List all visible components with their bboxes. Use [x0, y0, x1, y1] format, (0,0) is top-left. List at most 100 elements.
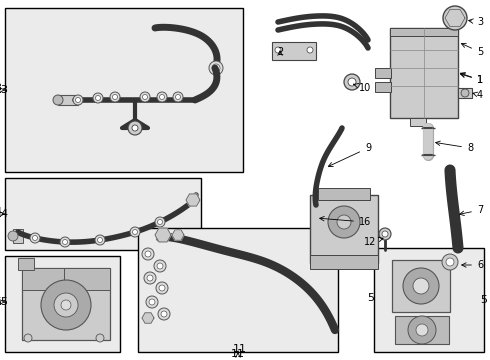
Circle shape: [212, 64, 220, 72]
Circle shape: [113, 94, 118, 99]
Circle shape: [307, 47, 313, 53]
Text: 1: 1: [461, 73, 483, 85]
Bar: [375, 68, 391, 78]
Bar: [390, 28, 458, 36]
Circle shape: [95, 235, 105, 245]
Circle shape: [158, 308, 170, 320]
Polygon shape: [172, 230, 184, 240]
Circle shape: [442, 254, 458, 270]
Circle shape: [461, 89, 469, 97]
Circle shape: [149, 299, 155, 305]
Text: 5: 5: [480, 295, 487, 305]
Circle shape: [413, 278, 429, 294]
Circle shape: [61, 300, 71, 310]
Circle shape: [159, 285, 165, 291]
Text: 15: 15: [0, 297, 9, 307]
Circle shape: [53, 95, 63, 105]
Polygon shape: [186, 194, 200, 206]
Circle shape: [173, 92, 183, 102]
Text: 5: 5: [462, 43, 483, 57]
Bar: [392, 260, 450, 312]
Polygon shape: [445, 9, 465, 27]
Circle shape: [344, 74, 360, 90]
Text: 7: 7: [460, 205, 483, 216]
Circle shape: [41, 280, 91, 330]
Circle shape: [143, 94, 147, 99]
Bar: [22, 268, 110, 340]
Bar: [18, 258, 34, 270]
Text: 16: 16: [319, 216, 371, 227]
Bar: [374, 248, 484, 352]
Circle shape: [446, 258, 454, 266]
Bar: [5, 256, 120, 352]
Circle shape: [160, 94, 165, 99]
Circle shape: [161, 311, 167, 317]
Bar: [310, 195, 378, 263]
Circle shape: [328, 206, 360, 238]
Bar: [390, 28, 458, 118]
Circle shape: [75, 98, 80, 103]
Text: 11: 11: [233, 344, 247, 354]
Text: 6: 6: [462, 260, 483, 270]
Text: 8: 8: [436, 141, 473, 153]
Circle shape: [379, 228, 391, 240]
Circle shape: [110, 92, 120, 102]
Text: 2: 2: [277, 47, 283, 57]
Circle shape: [209, 61, 223, 75]
Circle shape: [130, 227, 140, 237]
Circle shape: [449, 12, 461, 24]
Bar: [458, 88, 472, 98]
Circle shape: [157, 220, 163, 225]
Text: 14: 14: [0, 207, 3, 217]
Circle shape: [132, 125, 138, 131]
Bar: [318, 188, 370, 200]
Circle shape: [128, 121, 142, 135]
Bar: [5, 178, 201, 250]
Circle shape: [8, 231, 18, 241]
Circle shape: [156, 282, 168, 294]
Circle shape: [157, 92, 167, 102]
Text: 9: 9: [328, 143, 371, 167]
Circle shape: [132, 230, 138, 234]
Text: 4: 4: [473, 90, 483, 100]
Circle shape: [337, 215, 351, 229]
Bar: [5, 8, 243, 172]
Circle shape: [403, 268, 439, 304]
Bar: [310, 255, 378, 269]
Circle shape: [93, 93, 103, 103]
Circle shape: [154, 260, 166, 272]
Bar: [64, 268, 110, 290]
Bar: [138, 228, 338, 352]
Circle shape: [145, 251, 151, 257]
Circle shape: [155, 217, 165, 227]
Bar: [13, 229, 23, 243]
Text: 11: 11: [231, 349, 245, 359]
Circle shape: [348, 78, 356, 86]
Circle shape: [24, 334, 32, 342]
Circle shape: [98, 238, 102, 243]
Circle shape: [63, 239, 68, 244]
Text: 13: 13: [0, 85, 9, 95]
Circle shape: [408, 316, 436, 344]
Circle shape: [142, 248, 154, 260]
Text: 13: 13: [0, 83, 3, 93]
Circle shape: [96, 95, 100, 100]
Bar: [395, 316, 449, 344]
Circle shape: [416, 324, 428, 336]
Text: 12: 12: [364, 237, 383, 247]
Circle shape: [146, 296, 158, 308]
Bar: [375, 82, 391, 92]
Text: 15: 15: [0, 297, 3, 307]
Circle shape: [147, 275, 153, 281]
Circle shape: [275, 47, 281, 53]
Circle shape: [443, 6, 467, 30]
Circle shape: [140, 92, 150, 102]
Circle shape: [144, 272, 156, 284]
Text: 3: 3: [468, 17, 483, 27]
Polygon shape: [142, 313, 154, 323]
Bar: [58, 95, 78, 105]
Text: 14: 14: [0, 209, 9, 219]
Circle shape: [382, 231, 388, 237]
Text: 10: 10: [353, 83, 371, 93]
Bar: [22, 268, 64, 290]
